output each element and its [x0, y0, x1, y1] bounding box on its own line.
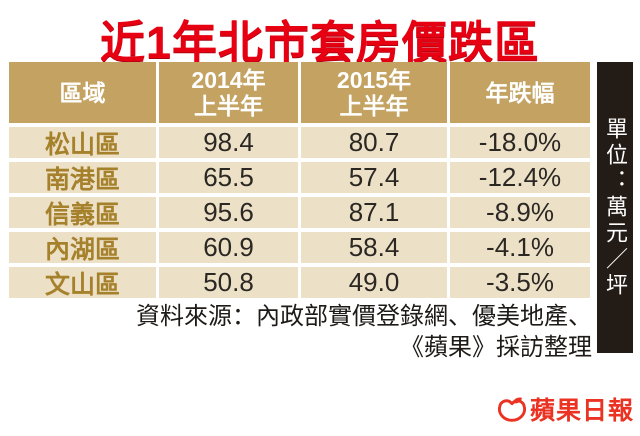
source-line-1: 資料來源：內政部實價登錄網、優美地產、 — [136, 303, 592, 330]
change-cell: -18.0% — [450, 127, 590, 158]
value-2014-cell: 50.8 — [159, 267, 298, 298]
source-line-2: 《蘋果》採訪整理 — [400, 334, 592, 361]
value-2014-cell: 95.6 — [159, 197, 298, 228]
district-cell: 松山區 — [9, 127, 156, 159]
value-2015-cell: 80.7 — [301, 127, 447, 158]
logo-text: 蘋果日報 — [529, 397, 634, 425]
value-2015-cell: 58.4 — [301, 232, 447, 263]
column-header-yoy-change: 年跌幅 — [450, 62, 590, 123]
data-source-note: 資料來源：內政部實價登錄網、優美地產、 《蘋果》採訪整理 — [136, 301, 592, 363]
unit-label-bar: 單位：萬元／坪 — [597, 62, 633, 353]
value-2014-cell: 98.4 — [159, 127, 298, 158]
column-header-2014h1: 2014年 上半年 — [159, 62, 298, 123]
apple-daily-logo: 蘋果日報 — [497, 391, 634, 427]
value-2014-cell: 65.5 — [159, 162, 298, 193]
change-cell: -4.1% — [450, 232, 590, 263]
district-cell: 文山區 — [9, 267, 156, 299]
value-2015-cell: 87.1 — [301, 197, 447, 228]
district-cell: 內湖區 — [9, 232, 156, 264]
value-2014-cell: 60.9 — [159, 232, 298, 263]
change-cell: -12.4% — [450, 162, 590, 193]
column-header-district: 區域 — [9, 62, 156, 123]
district-cell: 信義區 — [9, 197, 156, 229]
apple-icon — [497, 396, 527, 423]
district-cell: 南港區 — [9, 162, 156, 194]
change-cell: -3.5% — [450, 267, 590, 298]
value-2015-cell: 57.4 — [301, 162, 447, 193]
price-table: 區域 2014年 上半年 2015年 上半年 年跌幅 松山區 98.4 80.7… — [9, 62, 590, 299]
column-header-2015h1: 2015年 上半年 — [301, 62, 447, 123]
page-title: 近1年北市套房價跌區 — [99, 17, 541, 68]
change-cell: -8.9% — [450, 197, 590, 228]
value-2015-cell: 49.0 — [301, 267, 447, 298]
